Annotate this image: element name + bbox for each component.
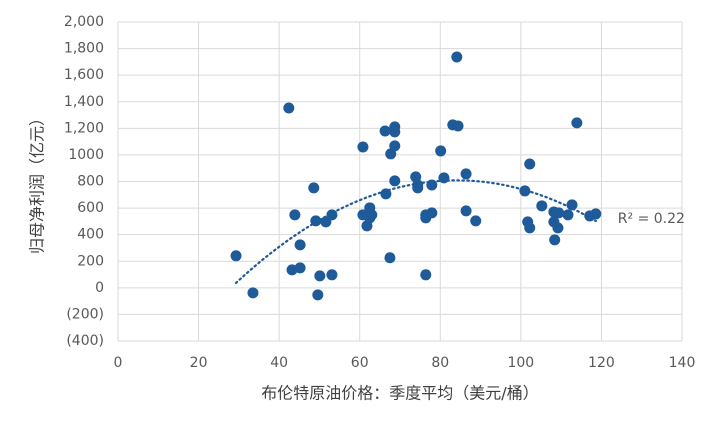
- point: [536, 200, 548, 212]
- y-tick-label: 1,200: [64, 120, 104, 136]
- point: [314, 270, 326, 282]
- point: [460, 168, 472, 180]
- point: [562, 209, 574, 221]
- point: [364, 212, 376, 224]
- x-axis-title: 布伦特原油价格：季度平均（美元/桶）: [261, 384, 538, 403]
- point: [420, 269, 432, 281]
- x-tick-label: 0: [114, 355, 123, 371]
- x-tick-label: 140: [669, 355, 696, 371]
- point: [435, 145, 447, 157]
- point: [519, 185, 531, 197]
- x-tick-label: 80: [431, 355, 449, 371]
- x-tick-label: 20: [190, 355, 208, 371]
- point: [389, 126, 401, 138]
- y-tick-label: (200): [66, 306, 104, 322]
- point: [247, 287, 259, 299]
- point: [426, 179, 438, 191]
- point: [308, 182, 320, 194]
- point: [357, 141, 369, 153]
- x-tick-label: 120: [588, 355, 615, 371]
- point: [524, 158, 536, 170]
- x-tick-label: 100: [507, 355, 534, 371]
- trendline-label: R² = 0.22: [618, 211, 685, 227]
- point: [389, 175, 401, 187]
- point: [460, 205, 472, 217]
- point: [470, 215, 482, 227]
- y-axis-title: 归母净利润（亿元）: [28, 110, 47, 254]
- y-tick-label: 1,400: [64, 94, 104, 110]
- point: [426, 207, 438, 219]
- point: [412, 182, 424, 194]
- point: [549, 234, 561, 246]
- point: [438, 172, 450, 184]
- point: [384, 252, 396, 264]
- point: [552, 222, 564, 234]
- y-tick-label: 1,600: [64, 67, 104, 83]
- trendline: [234, 179, 597, 285]
- point: [326, 269, 338, 281]
- y-tick-label: 1,800: [64, 41, 104, 57]
- point: [283, 102, 295, 114]
- point: [312, 289, 324, 301]
- point: [310, 215, 322, 227]
- y-tick-label: 2,000: [64, 14, 104, 30]
- point: [451, 51, 463, 63]
- point: [571, 117, 583, 129]
- y-tick-label: 0: [95, 280, 104, 296]
- point: [294, 239, 306, 251]
- x-tick-label: 60: [351, 355, 369, 371]
- y-tick-label: 600: [77, 200, 104, 216]
- y-tick-label: (400): [66, 333, 104, 349]
- point: [553, 207, 565, 219]
- point: [452, 120, 464, 132]
- point: [590, 208, 602, 220]
- point: [294, 262, 306, 274]
- x-tick-label: 40: [270, 355, 288, 371]
- y-tick-label: 1000: [68, 147, 104, 163]
- point: [389, 140, 401, 152]
- y-tick-label: 400: [77, 227, 104, 243]
- point: [380, 188, 392, 200]
- point: [566, 199, 578, 211]
- point: [326, 209, 338, 221]
- point: [379, 125, 391, 137]
- y-tick-label: 800: [77, 174, 104, 190]
- y-tick-label: 200: [77, 253, 104, 269]
- point: [289, 209, 301, 221]
- point: [524, 222, 536, 234]
- point: [230, 250, 242, 262]
